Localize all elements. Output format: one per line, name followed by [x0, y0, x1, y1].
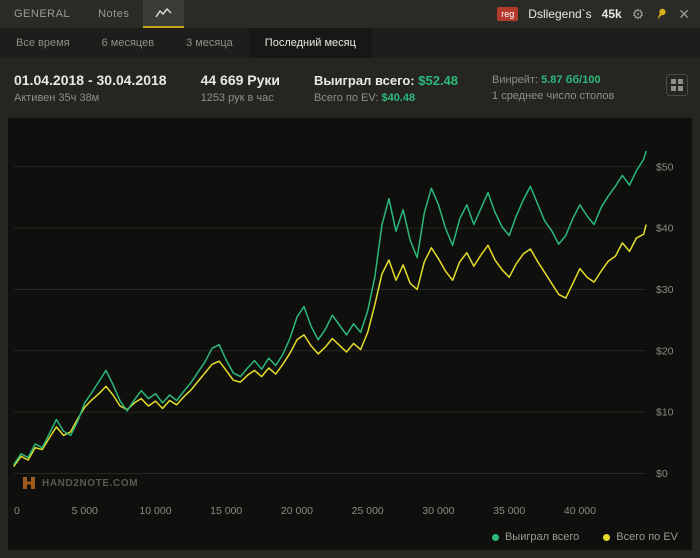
svg-text:0: 0	[14, 505, 20, 517]
legend-label-total-won: Выиграл всего	[504, 531, 580, 543]
winrate-value: 5.87 бб/100	[541, 74, 601, 86]
winnings-chart[interactable]: $0 $10 $20 $30 $40 $50 0 5 000 10 000 15 000 20 00…	[8, 118, 692, 524]
svg-text:$30: $30	[656, 284, 674, 296]
close-icon[interactable]: ✕	[678, 6, 690, 22]
line-chart-icon	[155, 7, 172, 18]
legend-label-ev: Всего по EV	[616, 531, 678, 543]
hands-total: 44 669 Руки	[200, 72, 281, 88]
tab-graph[interactable]	[143, 0, 185, 28]
svg-text:40 000: 40 000	[564, 505, 596, 517]
svg-text:30 000: 30 000	[422, 505, 454, 517]
username: Dsllegend`s	[528, 7, 592, 21]
svg-text:15 000: 15 000	[210, 505, 242, 517]
titlebar-right: reg Dsllegend`s 45k ⚙ ✕	[497, 0, 700, 28]
tab-general[interactable]: GENERAL	[14, 8, 71, 20]
hands-counter: 45k	[601, 7, 622, 21]
tab-3-months[interactable]: 3 месяца	[186, 37, 233, 49]
svg-text:35 000: 35 000	[493, 505, 525, 517]
watermark: HAND2NOTE.COM	[22, 476, 138, 490]
legend-item-total-won: Выиграл всего	[491, 531, 580, 543]
svg-text:$50: $50	[656, 161, 674, 173]
date-range: 01.04.2018 - 30.04.2018	[14, 72, 167, 88]
active-time: Активен 35ч 38м	[14, 92, 100, 104]
watermark-text: HAND2NOTE.COM	[42, 477, 139, 489]
reg-badge: reg	[497, 7, 519, 21]
stat-hands: 44 669 Руки 1253 рук в час	[201, 72, 280, 104]
svg-text:25 000: 25 000	[352, 505, 384, 517]
svg-text:10 000: 10 000	[139, 505, 171, 517]
svg-text:5 000: 5 000	[72, 505, 98, 517]
won-label: Выиграл всего:	[314, 72, 415, 88]
svg-text:$20: $20	[656, 345, 674, 357]
stat-date-range: 01.04.2018 - 30.04.2018 Активен 35ч 38м	[14, 72, 167, 104]
ev-value: $40.48	[381, 91, 416, 104]
winrate-label: Винрейт:	[492, 74, 539, 86]
chart-panel: $0 $10 $20 $30 $40 $50 0 5 000 10 000 15 000 20 00…	[8, 118, 692, 550]
layout-grid-icon	[671, 79, 683, 91]
svg-text:$10: $10	[656, 407, 674, 419]
chart-legend: Выиграл всего Всего по EV	[8, 524, 692, 550]
won-value: $52.48	[418, 72, 459, 88]
legend-dot-yellow	[603, 533, 611, 541]
period-tabs: Все время 6 месяцев 3 месяца Последний м…	[0, 28, 700, 58]
tab-last-month[interactable]: Последний месяц	[248, 28, 372, 58]
svg-text:$0: $0	[656, 468, 668, 480]
gear-icon[interactable]: ⚙	[631, 6, 645, 22]
layout-grid-button[interactable]	[666, 74, 688, 96]
tab-notes[interactable]: Notes	[98, 8, 130, 20]
legend-item-ev: Всего по EV	[603, 531, 678, 543]
tab-all-time[interactable]: Все время	[16, 37, 70, 49]
pin-icon[interactable]	[652, 4, 671, 23]
avg-tables: 1 среднее число столов	[492, 90, 615, 102]
stat-winnings: Выиграл всего: $52.48 Всего по EV: $40.4…	[314, 73, 458, 104]
stat-winrate: Винрейт: 5.87 бб/100 1 среднее число сто…	[492, 74, 614, 102]
svg-text:20 000: 20 000	[281, 505, 313, 517]
legend-dot-green	[491, 533, 499, 541]
svg-text:$40: $40	[656, 223, 674, 235]
titlebar: GENERAL Notes reg Dsllegend`s 45k ⚙ ✕	[0, 0, 700, 28]
stats-bar: 01.04.2018 - 30.04.2018 Активен 35ч 38м …	[0, 58, 700, 118]
tab-6-months[interactable]: 6 месяцев	[101, 37, 155, 49]
hands-per-hour: 1253 рук в час	[200, 92, 274, 104]
ev-label: Всего по EV:	[314, 91, 379, 104]
hand2note-logo-icon	[23, 477, 35, 489]
